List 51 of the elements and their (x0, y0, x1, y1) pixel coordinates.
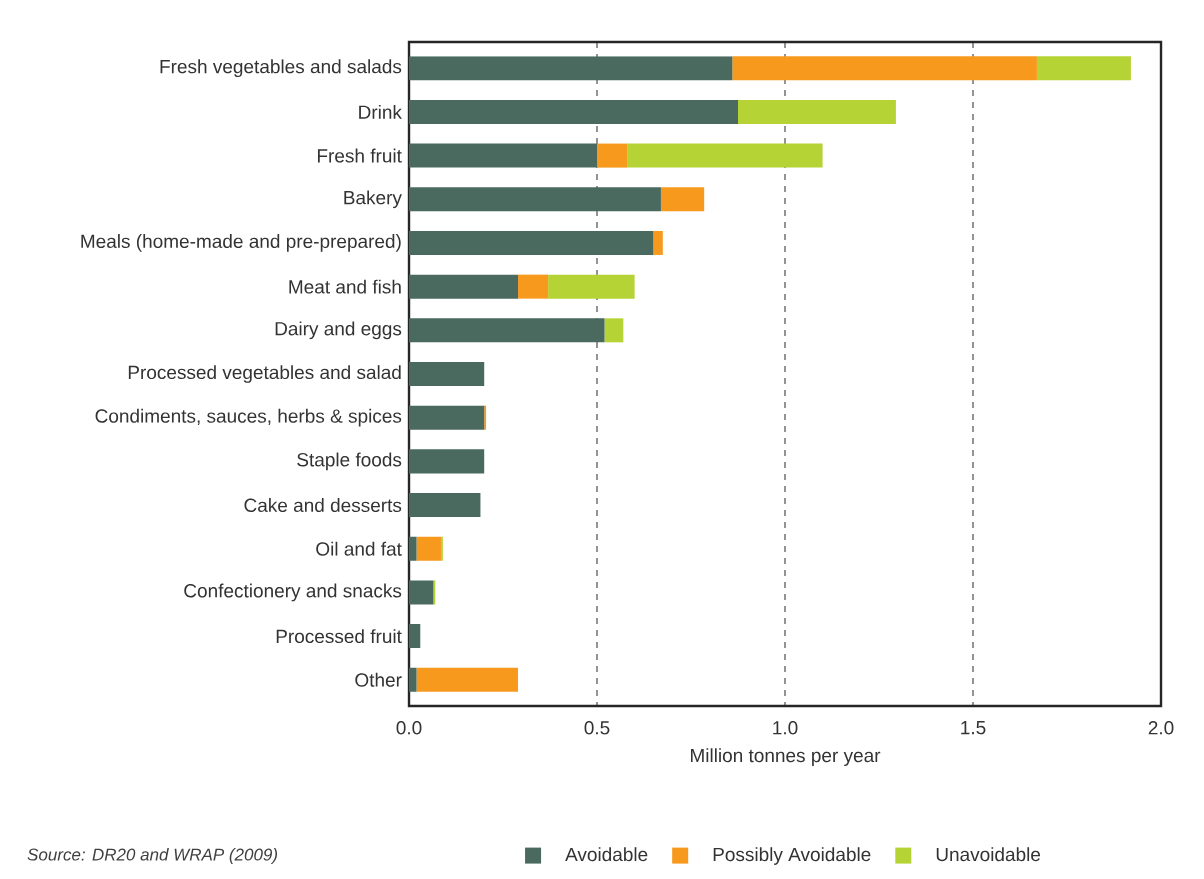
bar (409, 493, 481, 518)
bar (409, 405, 485, 430)
bar (409, 580, 434, 605)
y-tick-label: Processed vegetables and salad (128, 365, 401, 383)
x-tick-label: 1.5 (961, 721, 986, 735)
legend-label: Possibly Avoidable (713, 847, 871, 865)
bar (409, 143, 597, 168)
bar (653, 230, 663, 255)
y-tick-label: Staple foods (297, 452, 402, 471)
bar (409, 187, 661, 212)
legend-label: Avoidable (565, 847, 648, 862)
bar (409, 362, 485, 386)
x-tick-label: 0.0 (396, 721, 422, 735)
bar (409, 667, 417, 692)
x-tick-label: 1.0 (773, 721, 798, 735)
bar (1036, 56, 1131, 81)
bar (660, 187, 705, 212)
y-tick-label: Fresh vegetables and salads (160, 59, 402, 78)
x-tick-label: 2.0 (1148, 721, 1174, 735)
y-tick-label: Fresh fruit (317, 148, 402, 163)
y-tick-label: Cake and desserts (244, 498, 402, 513)
bar (416, 667, 519, 692)
y-tick-label: Other (355, 672, 402, 687)
y-tick-label: Meat and fish (289, 279, 401, 294)
bar (597, 143, 628, 168)
x-tick-label: 0.5 (584, 721, 610, 735)
bar (409, 56, 733, 81)
legend-label: Unavoidable (936, 847, 1041, 862)
source-note: Source: DR20 and WRAP (2009) (27, 848, 278, 864)
y-tick-label: Meals (home-made and pre-prepared) (81, 234, 401, 252)
bar (409, 274, 519, 299)
bar (409, 318, 605, 343)
bar (409, 99, 739, 124)
bar (409, 449, 485, 474)
x-axis-title: Million tonnes per year (691, 748, 881, 766)
y-tick-label: Dairy and eggs (275, 321, 402, 340)
bar (738, 99, 896, 124)
y-tick-label: Oil and fat (316, 541, 402, 556)
bar (416, 536, 441, 561)
y-tick-label: Confectionery and snacks (184, 583, 402, 602)
y-tick-label: Drink (359, 105, 402, 119)
y-tick-label: Processed fruit (276, 629, 402, 644)
y-tick-label: Bakery (344, 190, 402, 209)
bar (732, 56, 1037, 81)
bar (409, 536, 417, 561)
y-tick-label: Condiments, sauces, herbs & spices (95, 408, 402, 427)
bar (518, 274, 549, 299)
bar (627, 143, 823, 168)
bar (548, 274, 635, 299)
bar (409, 230, 654, 255)
bar (604, 318, 624, 343)
